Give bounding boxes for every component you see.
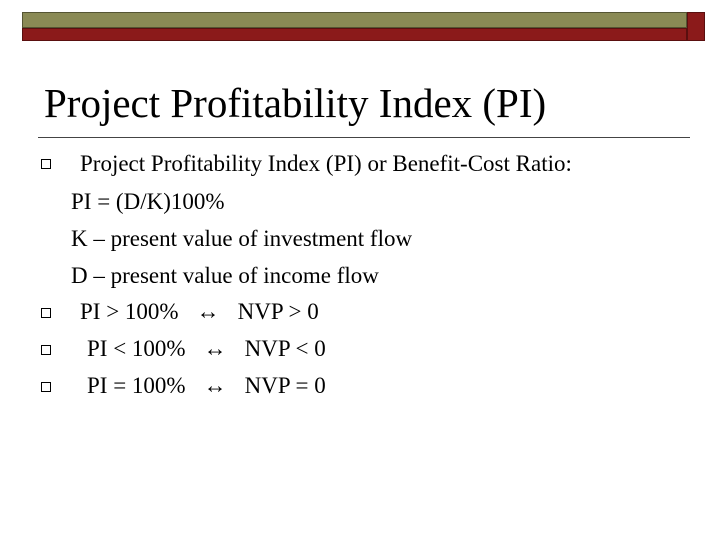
title-divider	[38, 137, 690, 138]
square-bullet-icon	[41, 308, 51, 318]
square-bullet-icon	[41, 345, 51, 355]
square-bullet-icon	[41, 159, 51, 169]
relation-row-2: PI < 100% ↔ NVP < 0	[87, 334, 326, 364]
relation-row-3: PI = 100% ↔ NVP = 0	[87, 371, 326, 401]
bullet-text-1: Project Profitability Index (PI) or Bene…	[80, 151, 572, 176]
header-corner-square	[687, 12, 705, 41]
header-red-bar	[22, 28, 687, 41]
square-bullet-icon	[41, 382, 51, 392]
relation-right: NVP > 0	[237, 299, 319, 324]
double-arrow-icon: ↔	[203, 336, 227, 361]
relation-right: NVP < 0	[244, 336, 326, 361]
definition-d: D – present value of income flow	[71, 263, 379, 288]
formula-line: PI = (D/K)100%	[71, 189, 225, 214]
relation-right: NVP = 0	[244, 373, 326, 398]
double-arrow-icon: ↔	[203, 373, 227, 398]
header-olive-bar	[22, 12, 687, 28]
definition-k: K – present value of investment flow	[71, 226, 413, 251]
slide-title: Project Profitability Index (PI)	[44, 80, 547, 126]
relation-left: PI = 100%	[87, 373, 186, 398]
relation-left: PI < 100%	[87, 336, 186, 361]
relation-left: PI > 100%	[80, 299, 179, 324]
relation-row-1: PI > 100% ↔ NVP > 0	[80, 297, 319, 327]
double-arrow-icon: ↔	[196, 299, 220, 324]
